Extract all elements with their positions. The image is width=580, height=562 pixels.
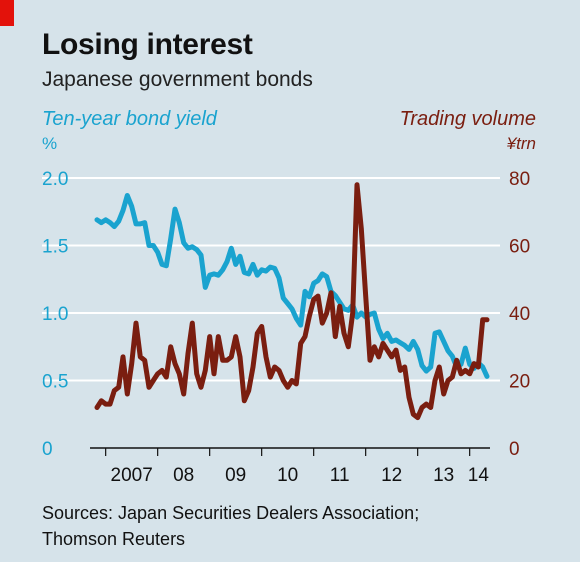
x-tick-label: 2007 (111, 465, 153, 486)
right-tick-label: 60 (509, 237, 530, 258)
volume-series-line (94, 182, 490, 421)
x-tick-label: 13 (433, 465, 454, 486)
left-tick-label: 0.5 (42, 372, 68, 393)
right-tick-label: 80 (509, 169, 530, 190)
x-tick-label: 14 (468, 465, 490, 486)
right-tick-label: 40 (509, 304, 530, 325)
chart-title: Losing interest (42, 28, 253, 61)
left-axis-unit: % (42, 134, 58, 153)
left-tick-label: 0 (42, 439, 53, 460)
left-tick-label: 1.0 (42, 304, 68, 325)
yield-series-line (94, 193, 490, 379)
right-axis-label: Trading volume (399, 108, 536, 130)
source-note: Sources: Japan Securities Dealers Associ… (42, 503, 420, 549)
x-tick-label: 08 (173, 465, 194, 486)
left-tick-label: 1.5 (42, 237, 68, 258)
right-tick-label: 20 (509, 372, 530, 393)
chart-subtitle: Japanese government bonds (42, 68, 313, 91)
x-tick-label: 11 (330, 465, 350, 486)
corner-tag (0, 0, 14, 26)
right-axis-unit: ¥trn (506, 134, 536, 153)
left-tick-label: 2.0 (42, 169, 68, 190)
right-tick-label: 0 (509, 439, 520, 460)
x-tick-label: 12 (381, 465, 402, 486)
x-tick-label: 10 (277, 465, 298, 486)
left-axis-label: Ten-year bond yield (42, 108, 217, 130)
x-tick-label: 09 (225, 465, 246, 486)
